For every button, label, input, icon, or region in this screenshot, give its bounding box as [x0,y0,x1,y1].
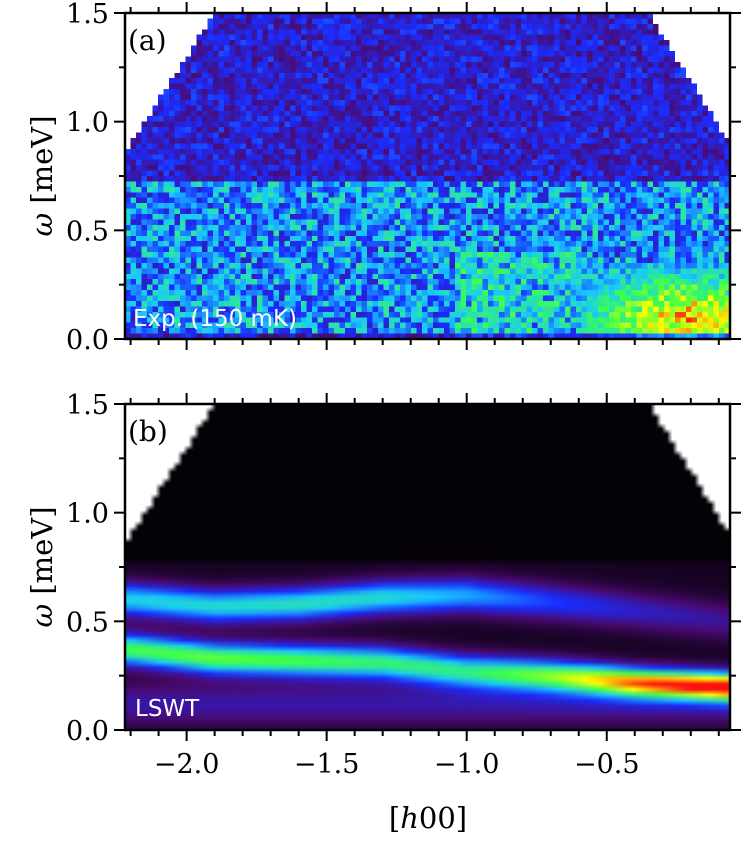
y-axis-title-b: ω [meV] [25,506,59,627]
ticks-b: 0.0 0.5 1.0 1.5 −2.0 −1.5 −1.0 −0.5 [66,390,741,780]
panel-label-b: (b) [128,415,168,448]
heatmap-a-image [125,13,730,339]
y-axis-symbol-a: ω [25,213,59,237]
y-axis-symbol-b: ω [25,604,59,628]
heatmap-b-image [125,404,730,730]
panel-b: 0.0 0.5 1.0 1.5 −2.0 −1.5 −1.0 −0.5 (b) LSWT ω … [25,390,741,780]
y-tick-label: 0.0 [66,325,109,356]
panel-label-a: (a) [128,24,167,57]
panel-a: 0.0 0.5 1.0 1.5 (a) Exp. (150 mK) ω [meV] [25,0,741,356]
x-axis-title-pre: [ [389,801,400,835]
x-tick-label: −1.5 [294,749,360,780]
y-tick-label: 0.5 [66,216,109,247]
annotation-a: Exp. (150 mK) [133,306,297,332]
y-tick-label: 0.5 [66,607,109,638]
y-tick-label: 1.5 [66,0,109,30]
annotation-b: LSWT [135,696,200,722]
x-axis-title-post: 00] [419,801,467,835]
y-axis-unit-a: [meV] [25,115,59,212]
x-axis-title: [h00] [389,801,467,835]
y-axis-unit-b: [meV] [25,506,59,603]
x-tick-label: −0.5 [574,749,640,780]
y-tick-label: 0.0 [66,716,109,747]
x-tick-label: −2.0 [154,749,220,780]
y-tick-label: 1.0 [66,499,109,530]
y-tick-label: 1.5 [66,390,109,421]
y-axis-title-a: ω [meV] [25,115,59,236]
x-axis-title-italic: h [400,801,419,835]
x-tick-label: −1.0 [434,749,500,780]
ticks-a: 0.0 0.5 1.0 1.5 [66,0,741,356]
y-tick-label: 1.0 [66,108,109,139]
